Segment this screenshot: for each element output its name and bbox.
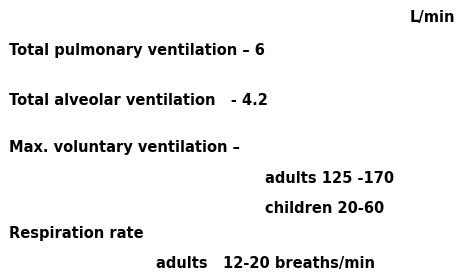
Text: adults   12-20 breaths/min: adults 12-20 breaths/min (156, 257, 375, 271)
Text: children 20-60: children 20-60 (265, 201, 385, 216)
Text: Respiration rate: Respiration rate (9, 226, 144, 241)
Text: Total pulmonary ventilation – 6: Total pulmonary ventilation – 6 (9, 43, 265, 58)
Text: Total alveolar ventilation   - 4.2: Total alveolar ventilation - 4.2 (9, 93, 268, 108)
Text: adults 125 -170: adults 125 -170 (265, 171, 394, 186)
Text: L/min: L/min (410, 10, 455, 25)
Text: Max. voluntary ventilation –: Max. voluntary ventilation – (9, 140, 240, 155)
